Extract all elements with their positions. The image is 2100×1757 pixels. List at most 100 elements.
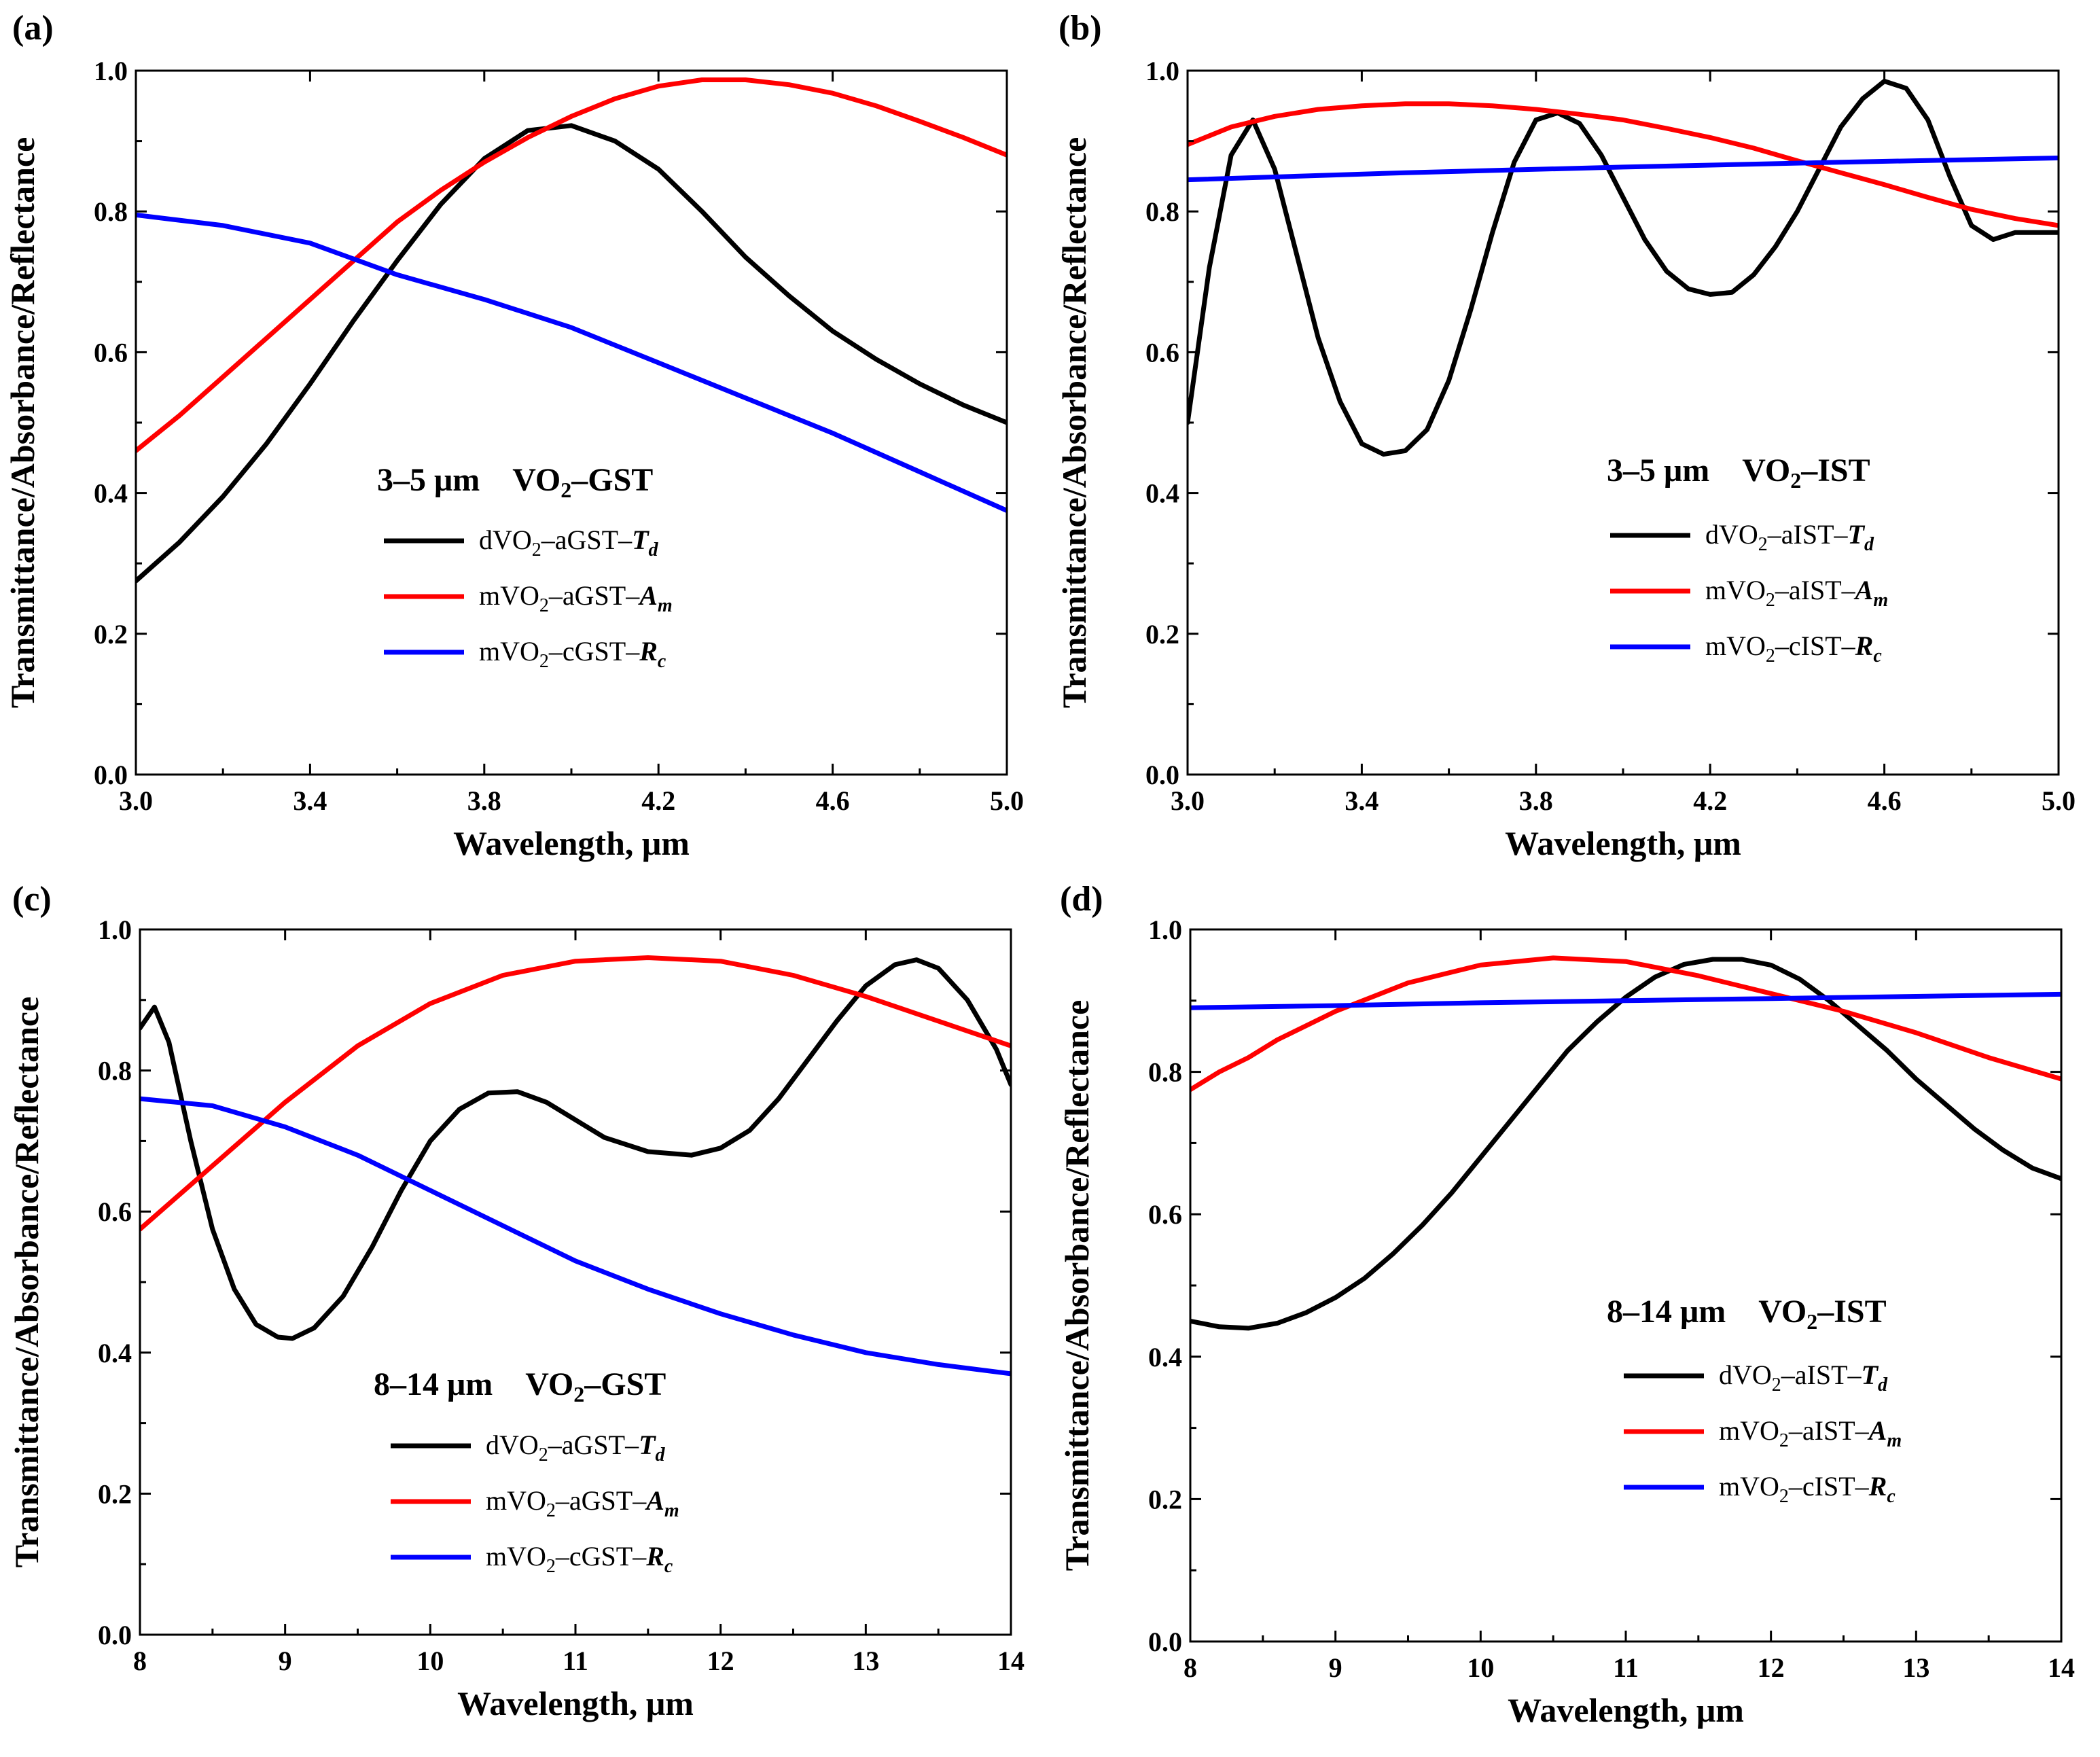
chart-panel-4: 8 9 10 11 12 13 14 0.0 0.2 0.4 0.6 0.8 1.0 Wavelength… [1058,880,2075,1729]
x-axis-title: Wavelength, μm [453,824,690,862]
x-tick-label: 8 [1184,1652,1197,1683]
annotation-range: 3–5 μm [1607,452,1709,489]
y-tick-label: 0.8 [1145,196,1179,227]
y-tick-label: 0.2 [1145,619,1179,650]
x-tick-label: 3.8 [1519,785,1553,816]
y-tick-label: 0.6 [1145,337,1179,368]
y-tick-label: 0.8 [94,196,128,227]
x-tick-label: 3.8 [467,785,501,816]
series-line-1 [1190,957,2061,1331]
x-tick-label: 9 [1329,1652,1342,1683]
x-tick-label: 14 [2048,1652,2075,1683]
legend-entry-2: mVO2–aGST–Am [486,1485,679,1521]
annotation-material: VO [1758,1294,1807,1330]
x-tick-label: 4.6 [1868,785,1902,816]
x-tick-label: 4.2 [641,785,675,816]
x-tick-label: 12 [707,1646,734,1676]
x-tick-label: 5.0 [2042,785,2076,816]
x-tick-label: 8 [133,1646,147,1676]
x-tick-label: 14 [997,1646,1025,1676]
y-axis-title: Transmittance/Absorbance/Reflectance [1058,1000,1096,1572]
annotation-material: VO [525,1366,573,1402]
x-tick-label: 10 [1467,1652,1494,1683]
series-line-1 [140,957,1011,1341]
y-tick-label: 0.0 [98,1620,132,1650]
annotation-material: VO [1742,452,1790,489]
y-tick-label: 0.2 [1148,1484,1182,1514]
y-tick-label: 0.0 [1145,760,1179,790]
x-tick-label: 13 [852,1646,879,1676]
x-axis-title: Wavelength, μm [1508,1691,1744,1729]
annotation-subscript: 2 [560,478,571,502]
panel-label: (c) [12,880,52,919]
legend-entry-3: mVO2–cGST–Rc [486,1541,673,1577]
x-tick-label: 13 [1902,1652,1929,1683]
legend-entry-2: mVO2–aGST–Am [479,580,673,616]
annotation-material: VO [512,462,560,498]
y-tick-label: 0.8 [1148,1057,1182,1088]
series-line-3 [1188,156,2059,183]
y-tick-label: 0.6 [94,337,128,368]
x-tick-label: 4.6 [816,785,850,816]
x-axis-title: Wavelength, μm [457,1684,694,1722]
annotation-range: 8–14 μm [1607,1294,1726,1330]
y-tick-label: 0.2 [98,1478,132,1509]
panel-annotation: 8–14 μm VO2–IST [1607,1294,1887,1334]
legend-entry-3: mVO2–cIST–Rc [1719,1471,1896,1507]
x-tick-label: 3.4 [1345,785,1378,816]
x-tick-label: 12 [1758,1652,1785,1683]
panel-annotation: 3–5 μm VO2–GST [377,462,653,502]
series-line-2 [1188,101,2059,228]
panel-label: (b) [1058,9,1102,48]
series-line-3 [1190,991,2061,1010]
y-tick-label: 0.4 [98,1338,132,1368]
annotation-subscript: 2 [573,1382,584,1406]
y-tick-label: 0.8 [98,1056,132,1086]
legend-entry-1: dVO2–aIST–Td [1719,1360,1888,1396]
x-tick-label: 11 [563,1646,588,1676]
y-tick-label: 0.4 [1148,1342,1182,1372]
x-tick-label: 3.0 [1171,785,1205,816]
annotation-range: 3–5 μm [377,462,480,498]
y-axis-title: Transmittance/Absorbance/Reflectance [7,997,46,1568]
y-axis-title: Transmittance/Absorbance/Reflectance [3,137,41,709]
annotation-subscript: 2 [1807,1309,1817,1334]
series-line-2 [1190,955,2061,1093]
chart-panel-2: 3.0 3.4 3.8 4.2 4.6 5.0 0.0 0.2 0.4 0.6 0.8 1.0 Wave… [1055,9,2076,862]
legend-entry-2: mVO2–aIST–Am [1719,1415,1902,1451]
legend-entry-1: dVO2–aGST–Td [479,525,659,561]
y-tick-label: 0.6 [1148,1199,1182,1230]
chart-panel-1: 3.0 3.4 3.8 4.2 4.6 5.0 0.0 0.2 0.4 0.6 0.8 1.0 Wave… [3,9,1024,862]
legend-entry-3: mVO2–cGST–Rc [479,636,666,672]
chart-panel-3: 8 9 10 11 12 13 14 0.0 0.2 0.4 0.6 0.8 1.0 Wavelength… [7,880,1025,1722]
plot-frame [135,69,1008,776]
panel-annotation: 8–14 μm VO2–GST [374,1366,666,1406]
annotation-material-suffix: –GST [584,1366,666,1402]
series-line-3 [136,212,1007,513]
panel-label: (d) [1060,880,1103,919]
y-tick-label: 1.0 [1145,56,1179,86]
series-line-1 [1188,79,2059,457]
panel-label: (a) [12,9,54,48]
y-tick-label: 1.0 [94,56,128,86]
y-tick-label: 0.4 [1145,478,1179,509]
y-tick-label: 0.2 [94,619,128,650]
annotation-material-suffix: –GST [571,462,653,498]
y-tick-label: 0.4 [94,478,128,509]
legend-entry-2: mVO2–aIST–Am [1705,575,1888,611]
x-tick-label: 10 [416,1646,444,1676]
panel-annotation: 3–5 μm VO2–IST [1607,452,1870,493]
legend-entry-1: dVO2–aGST–Td [486,1430,666,1466]
x-axis-title: Wavelength, μm [1505,824,1741,862]
series-line-2 [136,77,1007,453]
x-tick-label: 3.0 [119,785,153,816]
y-tick-label: 0.0 [1148,1627,1182,1657]
x-tick-label: 3.4 [293,785,327,816]
x-tick-label: 11 [1613,1652,1639,1683]
y-axis-title: Transmittance/Absorbance/Reflectance [1055,137,1093,709]
y-tick-label: 0.6 [98,1196,132,1227]
annotation-subscript: 2 [1790,468,1801,493]
series-line-3 [140,1096,1011,1377]
y-tick-label: 0.0 [94,760,128,790]
